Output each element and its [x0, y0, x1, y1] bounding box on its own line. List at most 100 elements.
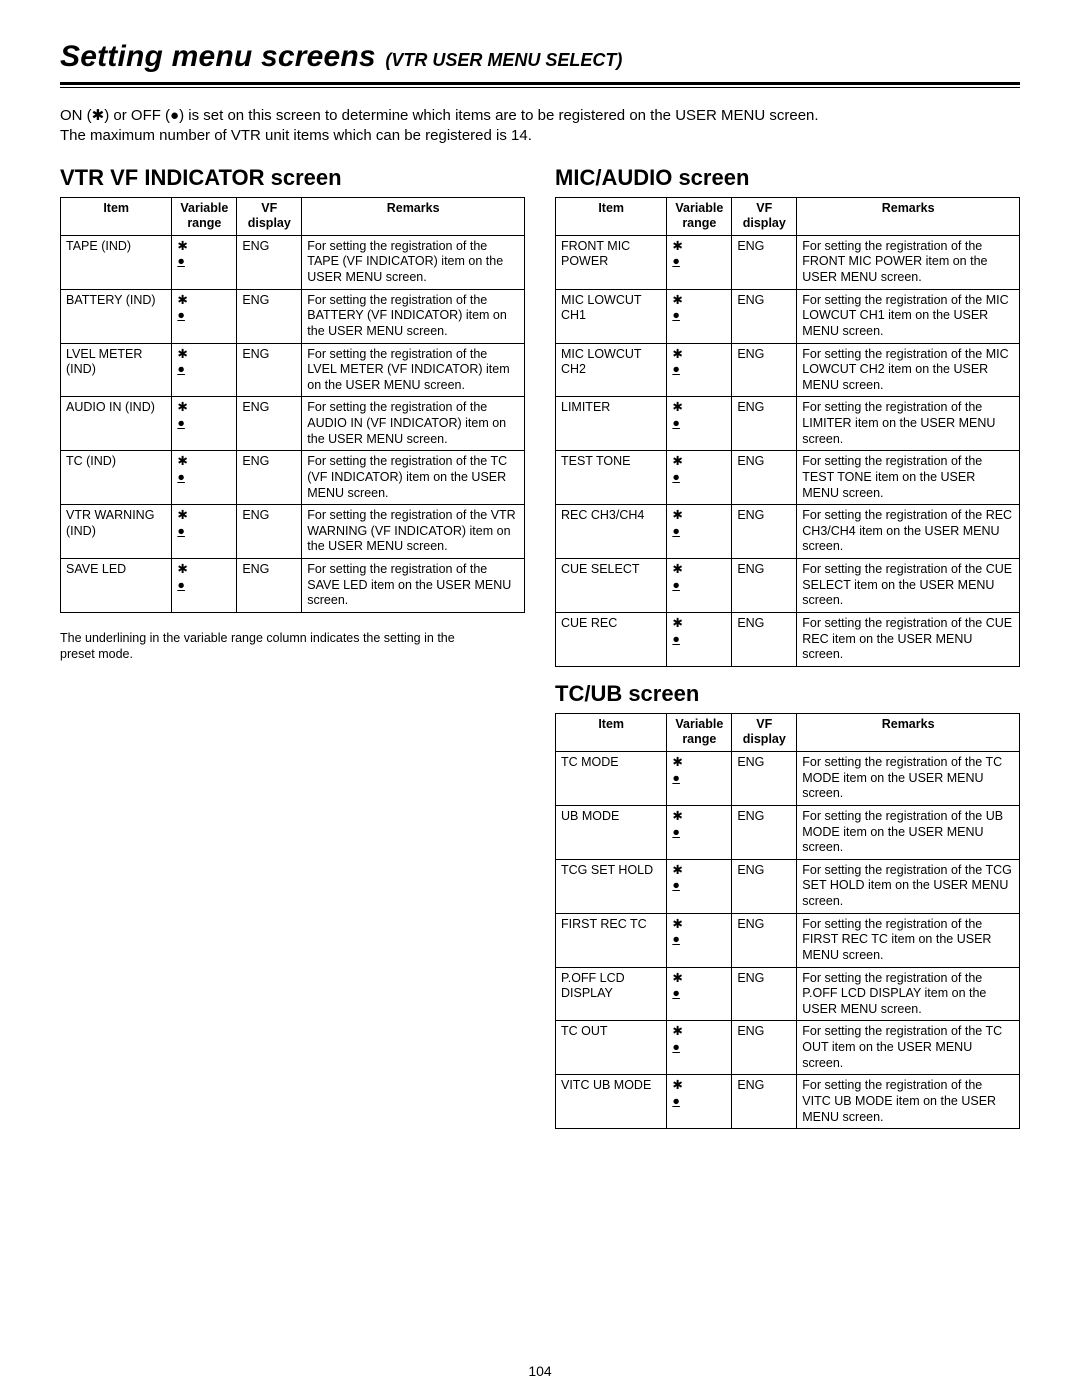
off-icon — [672, 1094, 680, 1108]
cell-variable-range — [172, 343, 237, 397]
cell-item: MIC LOWCUT CH2 — [556, 343, 667, 397]
table-row: LVEL METER (IND)ENGFor setting the regis… — [61, 343, 525, 397]
th-vf-display: VF display — [732, 713, 797, 751]
cell-vf-display: ENG — [237, 451, 302, 505]
off-icon — [672, 986, 680, 1000]
cell-vf-display: ENG — [237, 343, 302, 397]
cell-remarks: For setting the registration of the MIC … — [797, 289, 1020, 343]
cell-variable-range — [667, 805, 732, 859]
off-icon — [672, 524, 680, 538]
cell-vf-display: ENG — [237, 397, 302, 451]
cell-variable-range — [172, 505, 237, 559]
cell-vf-display: ENG — [732, 451, 797, 505]
table-row: CUE RECENGFor setting the registration o… — [556, 612, 1020, 666]
table-row: MIC LOWCUT CH1ENGFor setting the registr… — [556, 289, 1020, 343]
on-icon — [177, 239, 187, 253]
cell-item: TC (IND) — [61, 451, 172, 505]
cell-variable-range — [667, 967, 732, 1021]
cell-remarks: For setting the registration of the TEST… — [797, 451, 1020, 505]
off-icon — [672, 878, 680, 892]
off-icon — [177, 524, 185, 538]
off-icon — [672, 771, 680, 785]
cell-item: REC CH3/CH4 — [556, 505, 667, 559]
cell-variable-range — [667, 235, 732, 289]
cell-vf-display: ENG — [732, 967, 797, 1021]
on-icon — [672, 863, 682, 877]
cell-variable-range — [667, 913, 732, 967]
cell-vf-display: ENG — [732, 1021, 797, 1075]
off-icon — [672, 632, 680, 646]
section-title-vtr-vf: VTR VF INDICATOR screen — [60, 165, 525, 191]
cell-item: AUDIO IN (IND) — [61, 397, 172, 451]
th-remarks: Remarks — [302, 197, 525, 235]
table-row: CUE SELECTENGFor setting the registratio… — [556, 559, 1020, 613]
on-icon — [672, 1078, 682, 1092]
off-icon — [177, 470, 185, 484]
on-icon — [672, 755, 682, 769]
cell-item: LVEL METER (IND) — [61, 343, 172, 397]
cell-vf-display: ENG — [732, 505, 797, 559]
table-mic-audio: Item Variable range VF display Remarks F… — [555, 197, 1020, 667]
cell-variable-range — [667, 1075, 732, 1129]
cell-vf-display: ENG — [732, 235, 797, 289]
off-icon — [672, 825, 680, 839]
cell-vf-display: ENG — [237, 505, 302, 559]
cell-item: P.OFF LCD DISPLAY — [556, 967, 667, 1021]
off-icon — [672, 1040, 680, 1054]
off-icon — [672, 362, 680, 376]
table-row: VTR WARNING (IND)ENGFor setting the regi… — [61, 505, 525, 559]
table-row: REC CH3/CH4 ENGFor setting the registrati… — [556, 505, 1020, 559]
on-icon — [177, 508, 187, 522]
table-row: MIC LOWCUT CH2ENGFor setting the registr… — [556, 343, 1020, 397]
cell-variable-range — [667, 559, 732, 613]
table-row: TC OUTENGFor setting the registration of… — [556, 1021, 1020, 1075]
title-sub: (VTR USER MENU SELECT) — [385, 50, 622, 70]
cell-item: BATTERY (IND) — [61, 289, 172, 343]
table-row: UB MODEENGFor setting the registration o… — [556, 805, 1020, 859]
page-title: Setting menu screens (VTR USER MENU SELE… — [60, 40, 1020, 74]
cell-variable-range — [172, 559, 237, 613]
on-icon — [672, 239, 682, 253]
cell-vf-display: ENG — [732, 752, 797, 806]
cell-item: MIC LOWCUT CH1 — [556, 289, 667, 343]
cell-remarks: For setting the registration of the TC O… — [797, 1021, 1020, 1075]
cell-variable-range — [667, 397, 732, 451]
off-icon — [672, 578, 680, 592]
intro-text: ON (✱) or OFF (●) is set on this screen … — [60, 106, 1020, 147]
intro-line1: ON (✱) or OFF (●) is set on this screen … — [60, 106, 1020, 126]
cell-remarks: For setting the registration of the LIMI… — [797, 397, 1020, 451]
off-icon — [177, 416, 185, 430]
cell-variable-range — [667, 752, 732, 806]
cell-variable-range — [667, 859, 732, 913]
cell-vf-display: ENG — [237, 235, 302, 289]
columns: VTR VF INDICATOR screen Item Variable ra… — [60, 161, 1020, 1130]
th-variable-range: Variable range — [667, 713, 732, 751]
off-icon — [177, 578, 185, 592]
on-icon — [672, 1024, 682, 1038]
page-number: 104 — [0, 1363, 1080, 1379]
th-remarks: Remarks — [797, 197, 1020, 235]
cell-item: TEST TONE — [556, 451, 667, 505]
cell-vf-display: ENG — [237, 289, 302, 343]
table-row: TAPE (IND)ENGFor setting the registratio… — [61, 235, 525, 289]
table-row: SAVE LEDENGFor setting the registration … — [61, 559, 525, 613]
on-icon — [672, 508, 682, 522]
cell-item: SAVE LED — [61, 559, 172, 613]
off-icon — [177, 308, 185, 322]
cell-variable-range — [172, 289, 237, 343]
off-icon — [672, 470, 680, 484]
cell-remarks: For setting the registration of the P.OF… — [797, 967, 1020, 1021]
cell-remarks: For setting the registration of the REC … — [797, 505, 1020, 559]
table-row: TCG SET HOLDENGFor setting the registrat… — [556, 859, 1020, 913]
cell-vf-display: ENG — [732, 913, 797, 967]
cell-item: TC MODE — [556, 752, 667, 806]
on-icon — [672, 293, 682, 307]
cell-variable-range — [172, 235, 237, 289]
cell-item: CUE SELECT — [556, 559, 667, 613]
off-icon — [177, 254, 185, 268]
cell-variable-range — [667, 451, 732, 505]
off-icon — [177, 362, 185, 376]
on-icon — [177, 347, 187, 361]
th-remarks: Remarks — [797, 713, 1020, 751]
cell-variable-range — [172, 451, 237, 505]
